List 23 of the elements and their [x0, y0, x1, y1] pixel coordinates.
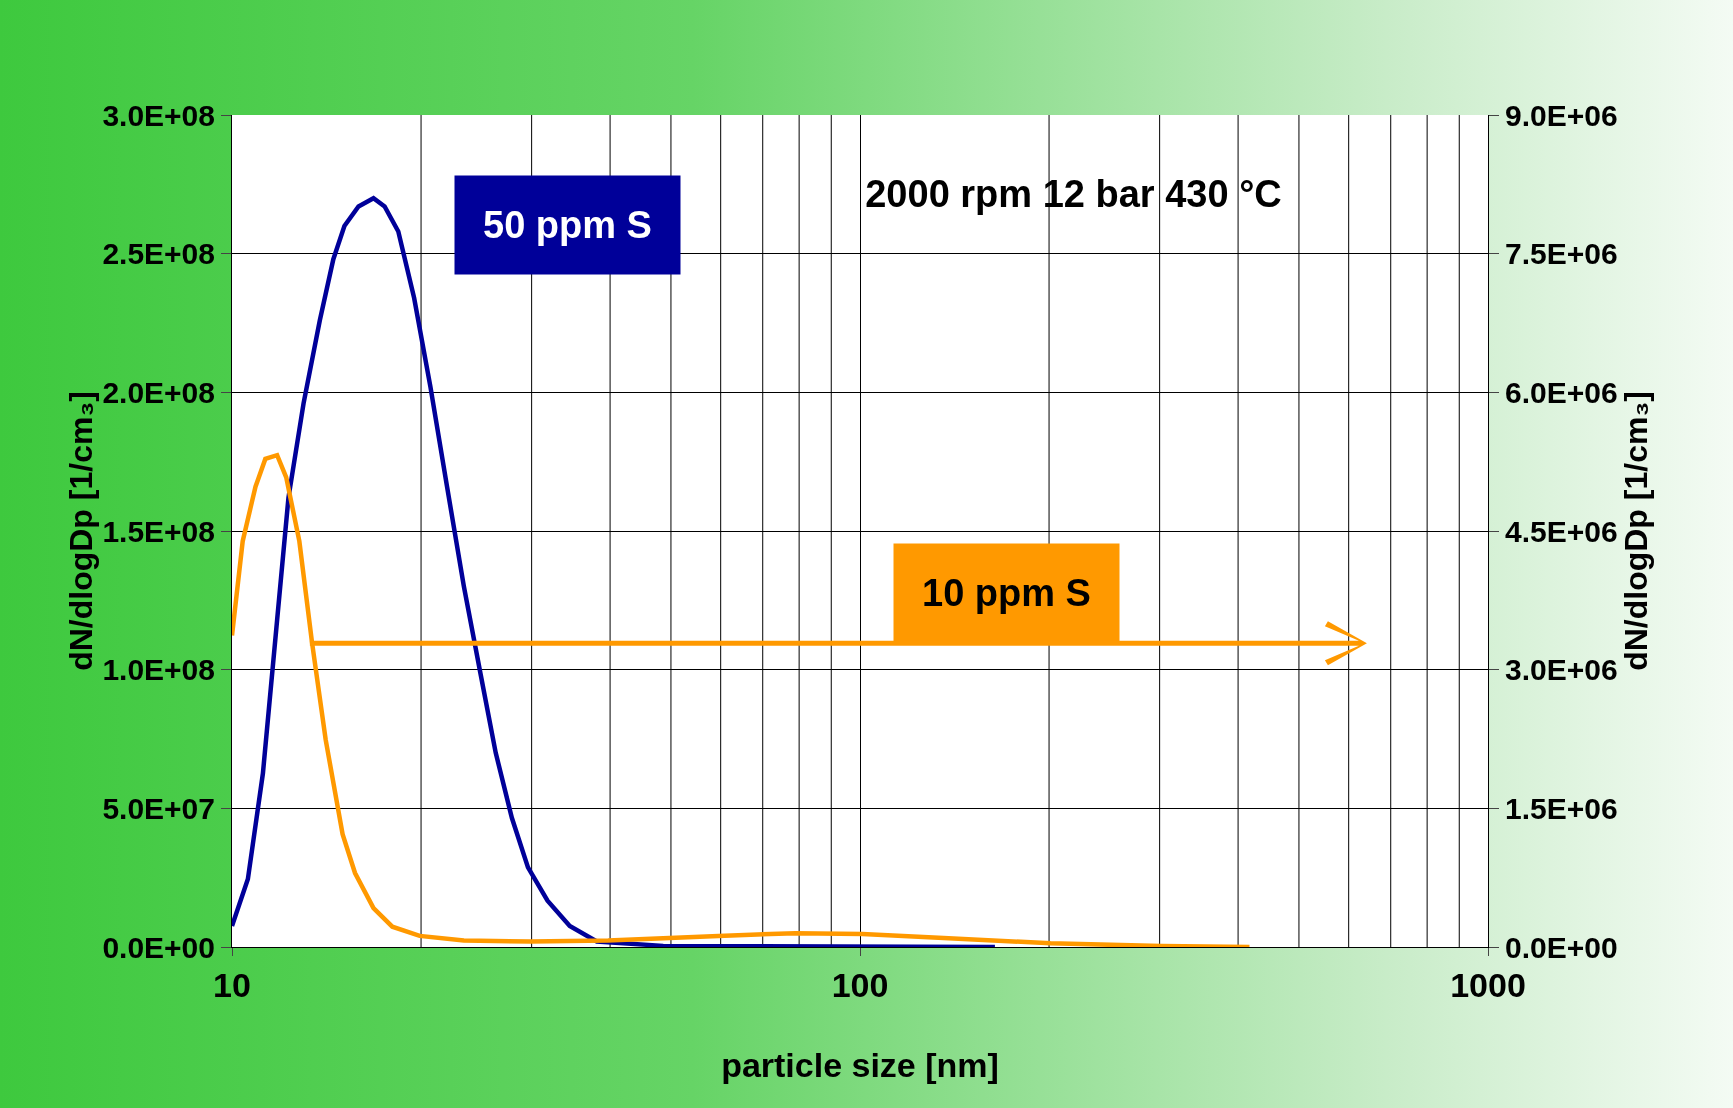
x-axis-title: particle size [nm] — [721, 1046, 999, 1085]
text: 50 ppm S — [483, 204, 652, 246]
y2-tick-label: 1.5E+06 — [1505, 791, 1618, 825]
y-tick-label: 2.0E+08 — [102, 375, 215, 409]
y2-tick-label: 0.0E+00 — [1505, 930, 1618, 964]
y-tick-label: 2.5E+08 — [102, 237, 215, 271]
text: 2000 rpm 12 bar 430 °C — [865, 172, 1282, 215]
x-tick-label: 1000 — [1450, 965, 1526, 1004]
y-tick-label: 5.0E+07 — [102, 791, 215, 825]
y2-tick-label: 4.5E+06 — [1505, 514, 1618, 548]
y-tick-label: 0.0E+00 — [102, 930, 215, 964]
y-axis-title: dN/dlogDp [1/cm₃] — [62, 391, 99, 671]
y-tick-label: 3.0E+08 — [102, 98, 215, 132]
y2-axis-title: dN/dlogDp [1/cm₃] — [1617, 391, 1654, 671]
y2-tick-label: 6.0E+06 — [1505, 375, 1618, 409]
y-tick-label: 1.0E+08 — [102, 653, 215, 687]
text: 10 ppm S — [922, 572, 1091, 614]
x-tick-label: 100 — [831, 965, 889, 1004]
y-tick-label: 1.5E+08 — [102, 514, 215, 548]
y2-tick-label: 9.0E+06 — [1505, 98, 1618, 132]
x-tick-label: 10 — [213, 965, 251, 1004]
y2-tick-label: 3.0E+06 — [1505, 653, 1618, 687]
y2-tick-label: 7.5E+06 — [1505, 237, 1618, 271]
